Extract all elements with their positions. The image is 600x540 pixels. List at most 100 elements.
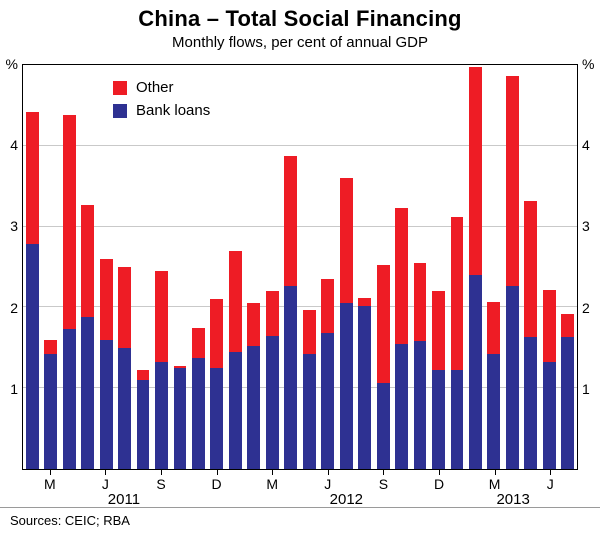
bar-segment-other [339, 178, 353, 304]
bar-group [524, 65, 538, 469]
x-tick-label: M [488, 476, 501, 492]
chart-title: China – Total Social Financing [138, 6, 462, 31]
y-axis-unit: % [582, 56, 595, 72]
x-tick-label: J [546, 476, 554, 492]
bar-segment-other [99, 258, 113, 340]
bar-segment-bank-loans [155, 361, 168, 469]
x-tick-label: M [266, 476, 279, 492]
y-axis-tick-label: 3 [582, 218, 590, 235]
bar-segment-bank-loans [524, 337, 538, 469]
bar-segment-other [247, 303, 261, 347]
y-axis-right: % 1 2 3 4 [582, 57, 600, 470]
bar-segment-other [62, 115, 76, 330]
bar-group [487, 65, 501, 469]
bar-group [81, 65, 95, 469]
x-tick [439, 470, 440, 475]
gridline [23, 387, 577, 389]
y-axis-tick-label: 2 [582, 299, 590, 316]
bar-segment-bank-loans [210, 368, 224, 469]
bar-segment-bank-loans [284, 285, 298, 469]
legend-swatch-other [113, 81, 127, 95]
legend-label: Bank loans [136, 102, 211, 119]
bar-segment-bank-loans [247, 346, 261, 469]
bar-segment-bank-loans [339, 303, 353, 469]
bar-segment-bank-loans [450, 370, 464, 469]
bar-group [99, 65, 113, 469]
bar-segment-bank-loans [81, 317, 95, 469]
x-tick [161, 470, 162, 475]
bar-segment-other [487, 301, 501, 355]
bar-group [376, 65, 390, 469]
bar-segment-other [44, 339, 58, 355]
bar-segment-other [321, 279, 335, 334]
bar-segment-bank-loans [321, 333, 335, 469]
bar-segment-other [265, 291, 279, 336]
x-tick [550, 470, 552, 475]
bar-segment-bank-loans [191, 357, 205, 469]
bar-segment-bank-loans [265, 335, 279, 469]
bar-segment-other [432, 291, 445, 371]
x-tick-label: M [43, 476, 56, 492]
legend-item: Other [113, 79, 210, 97]
legend: Other Bank loans [113, 79, 210, 125]
bar-group [210, 65, 224, 469]
bar-segment-bank-loans [542, 362, 556, 469]
bar-segment-other [358, 297, 372, 306]
bar-segment-bank-loans [358, 305, 372, 469]
bar-segment-bank-loans [487, 354, 501, 469]
bar-group [321, 65, 335, 469]
bar-segment-bank-loans [62, 329, 76, 469]
bar-group [358, 65, 372, 469]
bar-segment-other [376, 265, 390, 383]
y-axis-left: % 1 2 3 4 [0, 57, 18, 470]
bar-segment-other [395, 208, 409, 344]
bar-segment-other [561, 313, 575, 338]
bar-segment-other [284, 156, 298, 286]
bar-segment-other [228, 250, 242, 352]
bar-group [118, 65, 132, 469]
y-axis-tick-label: 2 [10, 299, 18, 316]
x-tick-label: S [378, 476, 389, 492]
legend-swatch-bank-loans [113, 104, 127, 118]
source-note: Sources: CEIC; RBA [10, 513, 130, 528]
bar-group [265, 65, 279, 469]
bar-segment-other [155, 271, 168, 362]
bar-segment-other [450, 216, 464, 371]
x-tick [272, 470, 274, 475]
bar-group [450, 65, 464, 469]
bar-group [173, 65, 187, 469]
plot-area: Other Bank loans [22, 64, 578, 470]
bar-segment-bank-loans [561, 337, 575, 469]
bar-segment-bank-loans [99, 339, 113, 469]
bar-segment-other [302, 309, 316, 355]
bar-segment-bank-loans [413, 341, 427, 469]
x-tick [494, 470, 496, 475]
bar-group [302, 65, 316, 469]
bar-group [62, 65, 76, 469]
bar-segment-other [413, 262, 427, 342]
year-label: 2011 [107, 491, 141, 508]
chart-subtitle: Monthly flows, per cent of annual GDP [172, 34, 428, 51]
bar-group [432, 65, 445, 469]
bar-segment-bank-loans [302, 354, 316, 469]
bar-segment-other [191, 327, 205, 358]
gridline [23, 144, 577, 146]
bar-segment-bank-loans [432, 370, 445, 469]
bar-group [44, 65, 58, 469]
x-tick [49, 470, 51, 475]
bar-segment-other [542, 289, 556, 363]
bar-segment-other [173, 366, 187, 368]
gridline [23, 225, 577, 227]
bar-segment-bank-loans [173, 368, 187, 469]
bar-group [228, 65, 242, 469]
bar-group [561, 65, 575, 469]
bar-segment-bank-loans [118, 347, 132, 469]
x-tick [105, 470, 107, 475]
bar-segment-bank-loans [376, 382, 390, 469]
footer-divider [0, 507, 600, 508]
bar-group [25, 65, 39, 469]
bar-group [136, 65, 150, 469]
y-axis-tick-label: 1 [582, 380, 590, 397]
bar-group [505, 65, 519, 469]
x-tick-label: J [101, 476, 109, 492]
